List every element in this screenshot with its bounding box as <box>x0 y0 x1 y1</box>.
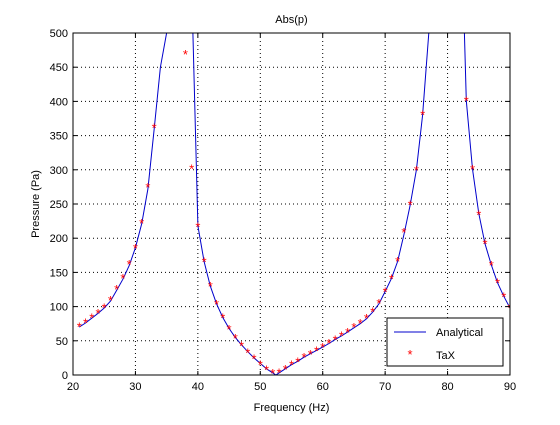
tax-point: * <box>507 300 512 315</box>
tax-point: * <box>89 311 94 326</box>
y-tick-label: 0 <box>62 370 68 382</box>
tax-point: * <box>152 120 157 135</box>
tax-point: * <box>214 297 219 312</box>
tax-point: * <box>108 293 113 308</box>
x-tick-label: 90 <box>504 381 516 393</box>
tax-point: * <box>301 350 306 365</box>
tax-point: * <box>233 331 238 346</box>
tax-point: * <box>364 311 369 326</box>
tax-point: * <box>308 347 313 362</box>
y-tick-label: 250 <box>50 199 68 211</box>
legend-label-tax: TaX <box>436 350 456 362</box>
legend-label-analytical: Analytical <box>436 327 483 339</box>
x-tick-label: 80 <box>441 381 453 393</box>
series-analytical <box>78 33 510 375</box>
tax-point: * <box>495 276 500 291</box>
chart-title: Abs(p) <box>275 14 307 26</box>
tax-point: * <box>276 365 281 380</box>
tax-point: * <box>183 47 188 62</box>
tax-point: * <box>339 328 344 343</box>
tax-point: * <box>383 285 388 300</box>
tax-point: * <box>389 272 394 287</box>
tax-point: * <box>133 241 138 256</box>
x-tick-label: 50 <box>254 381 266 393</box>
tax-point: * <box>245 345 250 360</box>
x-tick-label: 60 <box>317 381 329 393</box>
tax-point: * <box>239 339 244 354</box>
analytical-line <box>192 33 430 375</box>
x-tick-label: 40 <box>192 381 204 393</box>
y-tick-label: 450 <box>50 62 68 74</box>
y-axis-label: Pressure (Pa) <box>30 170 42 238</box>
analytical-line <box>463 33 510 309</box>
tax-point: * <box>420 107 425 122</box>
tax-point: * <box>489 258 494 273</box>
tax-point: * <box>189 161 194 176</box>
tax-point: * <box>376 296 381 311</box>
tax-point: * <box>501 289 506 304</box>
tax-point: * <box>283 362 288 377</box>
tax-point: * <box>102 300 107 315</box>
tax-point: * <box>314 343 319 358</box>
tax-point: * <box>120 271 125 286</box>
tax-point: * <box>345 325 350 340</box>
tax-point: * <box>295 354 300 369</box>
y-tick-label: 150 <box>50 267 68 279</box>
y-tick-label: 100 <box>50 302 68 314</box>
tax-point: * <box>264 363 269 378</box>
tax-point: * <box>408 198 413 213</box>
y-tick-label: 400 <box>50 96 68 108</box>
tax-point: * <box>270 366 275 381</box>
grid <box>73 33 510 375</box>
analytical-line <box>78 33 168 328</box>
tax-point: * <box>227 322 232 337</box>
x-tick-labels: 20 30 40 50 60 70 80 90 <box>67 381 516 393</box>
tax-point: * <box>195 220 200 235</box>
y-tick-label: 200 <box>50 233 68 245</box>
tax-point: * <box>414 163 419 178</box>
legend: Analytical * TaX <box>386 317 504 367</box>
tax-point: * <box>333 332 338 347</box>
tax-point: * <box>464 94 469 109</box>
y-tick-label: 50 <box>56 336 68 348</box>
y-tick-label: 500 <box>50 28 68 40</box>
tax-point: * <box>482 237 487 252</box>
tax-point: * <box>258 358 263 373</box>
tax-point: * <box>145 180 150 195</box>
x-axis-label: Frequency (Hz) <box>254 402 330 414</box>
legend-marker-tax: * <box>407 347 412 362</box>
x-tick-label: 30 <box>129 381 141 393</box>
tax-point: * <box>476 207 481 222</box>
tax-point: * <box>95 306 100 321</box>
y-tick-label: 350 <box>50 131 68 143</box>
x-tick-label: 20 <box>67 381 79 393</box>
tax-point: * <box>395 254 400 269</box>
tax-point: * <box>127 257 132 272</box>
tax-point: * <box>326 336 331 351</box>
series-tax: * * * * ******************* * * * * * * * * * * * * * * * * *… <box>77 47 512 381</box>
tax-point: * <box>289 358 294 373</box>
legend-box <box>386 317 504 367</box>
tax-point: * <box>252 352 257 367</box>
tax-point: * <box>114 282 119 297</box>
y-tick-labels: 0 50 100 150 200 250 300 350 400 450 500 <box>50 28 68 382</box>
tax-point: * <box>470 162 475 177</box>
tax-point: * <box>77 319 82 334</box>
tax-point: * <box>358 316 363 331</box>
tax-point: * <box>320 340 325 355</box>
y-tick-label: 300 <box>50 165 68 177</box>
tax-point: * <box>202 254 207 269</box>
tax-point: * <box>401 225 406 240</box>
tax-point: * <box>83 315 88 330</box>
ticks <box>72 32 511 376</box>
x-tick-label: 70 <box>379 381 391 393</box>
tax-point: * <box>220 311 225 326</box>
tax-point: * <box>370 304 375 319</box>
tax-point: * <box>139 216 144 231</box>
tax-point: * <box>208 279 213 294</box>
tax-point: * <box>351 320 356 335</box>
